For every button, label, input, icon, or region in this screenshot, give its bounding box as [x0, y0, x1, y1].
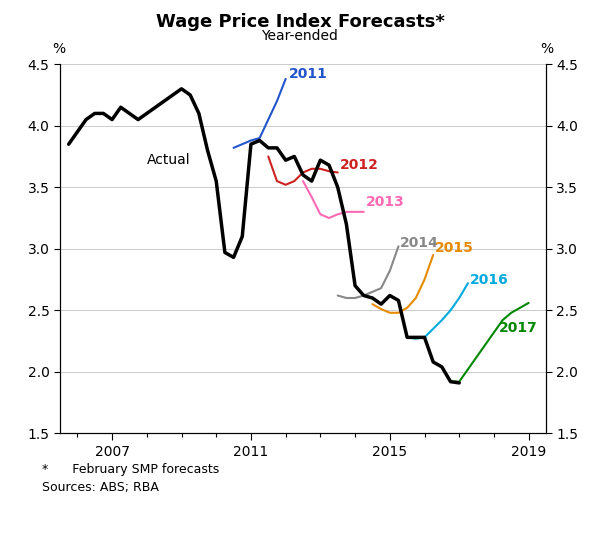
Text: *      February SMP forecasts: * February SMP forecasts	[42, 463, 219, 476]
Text: %: %	[541, 42, 554, 56]
Text: 2013: 2013	[365, 195, 404, 209]
Text: 2014: 2014	[400, 235, 439, 250]
Text: Wage Price Index Forecasts*: Wage Price Index Forecasts*	[155, 13, 445, 32]
Text: Actual: Actual	[147, 153, 190, 167]
Text: Sources: ABS; RBA: Sources: ABS; RBA	[42, 482, 159, 494]
Text: 2011: 2011	[289, 67, 328, 81]
Text: 2016: 2016	[470, 272, 508, 287]
Text: %: %	[52, 42, 65, 56]
Text: 2017: 2017	[499, 320, 538, 334]
Text: Year-ended: Year-ended	[262, 29, 338, 43]
Text: 2012: 2012	[340, 158, 379, 172]
Text: 2015: 2015	[435, 241, 474, 255]
